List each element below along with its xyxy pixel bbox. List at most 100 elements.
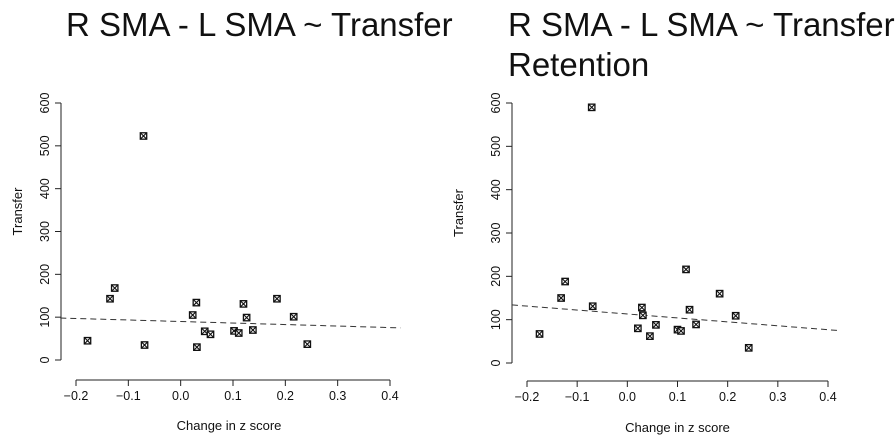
x-tick-label: −0.2	[64, 389, 89, 403]
chart-title: Retention	[508, 46, 649, 83]
data-point-cross	[273, 295, 281, 303]
data-point	[639, 311, 647, 320]
x-tick-label: −0.2	[515, 390, 540, 404]
data-point	[587, 103, 596, 112]
data-point-cross	[732, 312, 740, 320]
data-point-cross	[589, 302, 597, 310]
x-tick-label: 0.3	[329, 389, 346, 403]
y-tick-label: 0	[38, 356, 52, 363]
x-tick-label: 0.4	[819, 390, 836, 404]
y-tick-label: 200	[38, 264, 52, 285]
data-point	[83, 336, 92, 345]
y-tick-label: 500	[38, 135, 52, 156]
data-point	[110, 284, 119, 292]
y-tick-label: 200	[489, 266, 503, 287]
trend-line	[60, 317, 401, 329]
data-point	[731, 311, 740, 320]
x-axis-label: Change in z score	[625, 420, 730, 435]
data-point-cross	[634, 324, 642, 332]
data-point-cross	[716, 290, 724, 298]
data-point	[234, 329, 243, 337]
y-tick-label: 0	[489, 359, 503, 366]
data-point-cross	[639, 311, 647, 319]
x-tick-label: 0.2	[277, 389, 294, 403]
data-point-cross	[230, 327, 238, 335]
x-tick-label: 0.4	[381, 389, 398, 403]
data-point-cross	[111, 284, 119, 292]
x-tick-label: 0.2	[719, 390, 736, 404]
data-point-cross	[561, 277, 569, 286]
data-point-cross	[139, 132, 148, 140]
data-point	[289, 312, 298, 321]
data-point-cross	[235, 329, 243, 337]
x-tick-label: 0.0	[619, 390, 636, 404]
data-point-cross	[249, 326, 257, 334]
data-point-cross	[243, 314, 251, 322]
data-point	[192, 298, 201, 307]
data-point-cross	[646, 332, 654, 340]
data-point	[106, 294, 114, 303]
x-tick-label: −0.1	[565, 390, 590, 404]
data-point	[273, 294, 281, 303]
data-point-cross	[745, 344, 753, 352]
data-point	[652, 321, 660, 329]
data-point-cross	[83, 337, 92, 345]
chart-title: R SMA - L SMA ~ Transfer	[508, 6, 895, 43]
data-point	[646, 332, 654, 340]
data-point	[206, 330, 215, 339]
data-point	[682, 265, 690, 274]
x-tick-label: 0.1	[669, 390, 686, 404]
x-tick-label: 0.1	[224, 389, 241, 403]
data-point	[634, 324, 642, 333]
data-point	[140, 341, 149, 349]
data-point-cross	[290, 313, 298, 321]
y-tick-label: 100	[489, 309, 503, 330]
y-tick-label: 300	[489, 223, 503, 244]
data-point-cross	[682, 265, 690, 273]
trend-line	[511, 304, 839, 331]
data-point	[303, 340, 312, 349]
data-point	[715, 289, 724, 298]
data-point	[188, 311, 197, 319]
data-point	[588, 302, 597, 311]
y-tick-label: 600	[38, 93, 52, 114]
y-axis-label: Transfer	[451, 188, 466, 237]
data-point-cross	[535, 330, 544, 338]
chart-title: R SMA - L SMA ~ Transfer	[66, 6, 453, 43]
data-point-cross	[193, 343, 201, 351]
data-point-cross	[588, 103, 596, 111]
x-tick-label: 0.0	[172, 389, 189, 403]
data-point-cross	[685, 306, 694, 314]
data-point	[677, 327, 685, 335]
x-tick-label: −0.1	[116, 389, 141, 403]
data-point	[239, 300, 248, 308]
data-point	[692, 320, 700, 329]
data-point-cross	[677, 327, 685, 335]
data-point-cross	[303, 340, 311, 348]
data-point-cross	[201, 327, 209, 335]
data-point-cross	[140, 341, 149, 349]
x-tick-label: 0.3	[769, 390, 786, 404]
data-point-cross	[557, 294, 565, 302]
data-point	[557, 294, 565, 302]
data-point	[744, 343, 753, 352]
y-tick-label: 300	[38, 221, 52, 242]
data-point	[535, 330, 544, 338]
data-point	[139, 132, 148, 140]
data-point-cross	[692, 320, 700, 329]
y-tick-label: 400	[38, 178, 52, 199]
y-tick-label: 500	[489, 136, 503, 157]
data-point-cross	[638, 303, 646, 312]
data-point-cross	[239, 300, 248, 308]
data-point	[193, 343, 201, 352]
data-point	[242, 313, 251, 322]
x-axis-label: Change in z score	[177, 418, 282, 433]
y-axis-label: Transfer	[10, 187, 25, 236]
data-point-cross	[652, 321, 660, 329]
data-point-cross	[206, 330, 215, 338]
y-tick-label: 100	[38, 307, 52, 328]
data-point	[249, 326, 257, 334]
y-tick-label: 600	[489, 93, 503, 114]
